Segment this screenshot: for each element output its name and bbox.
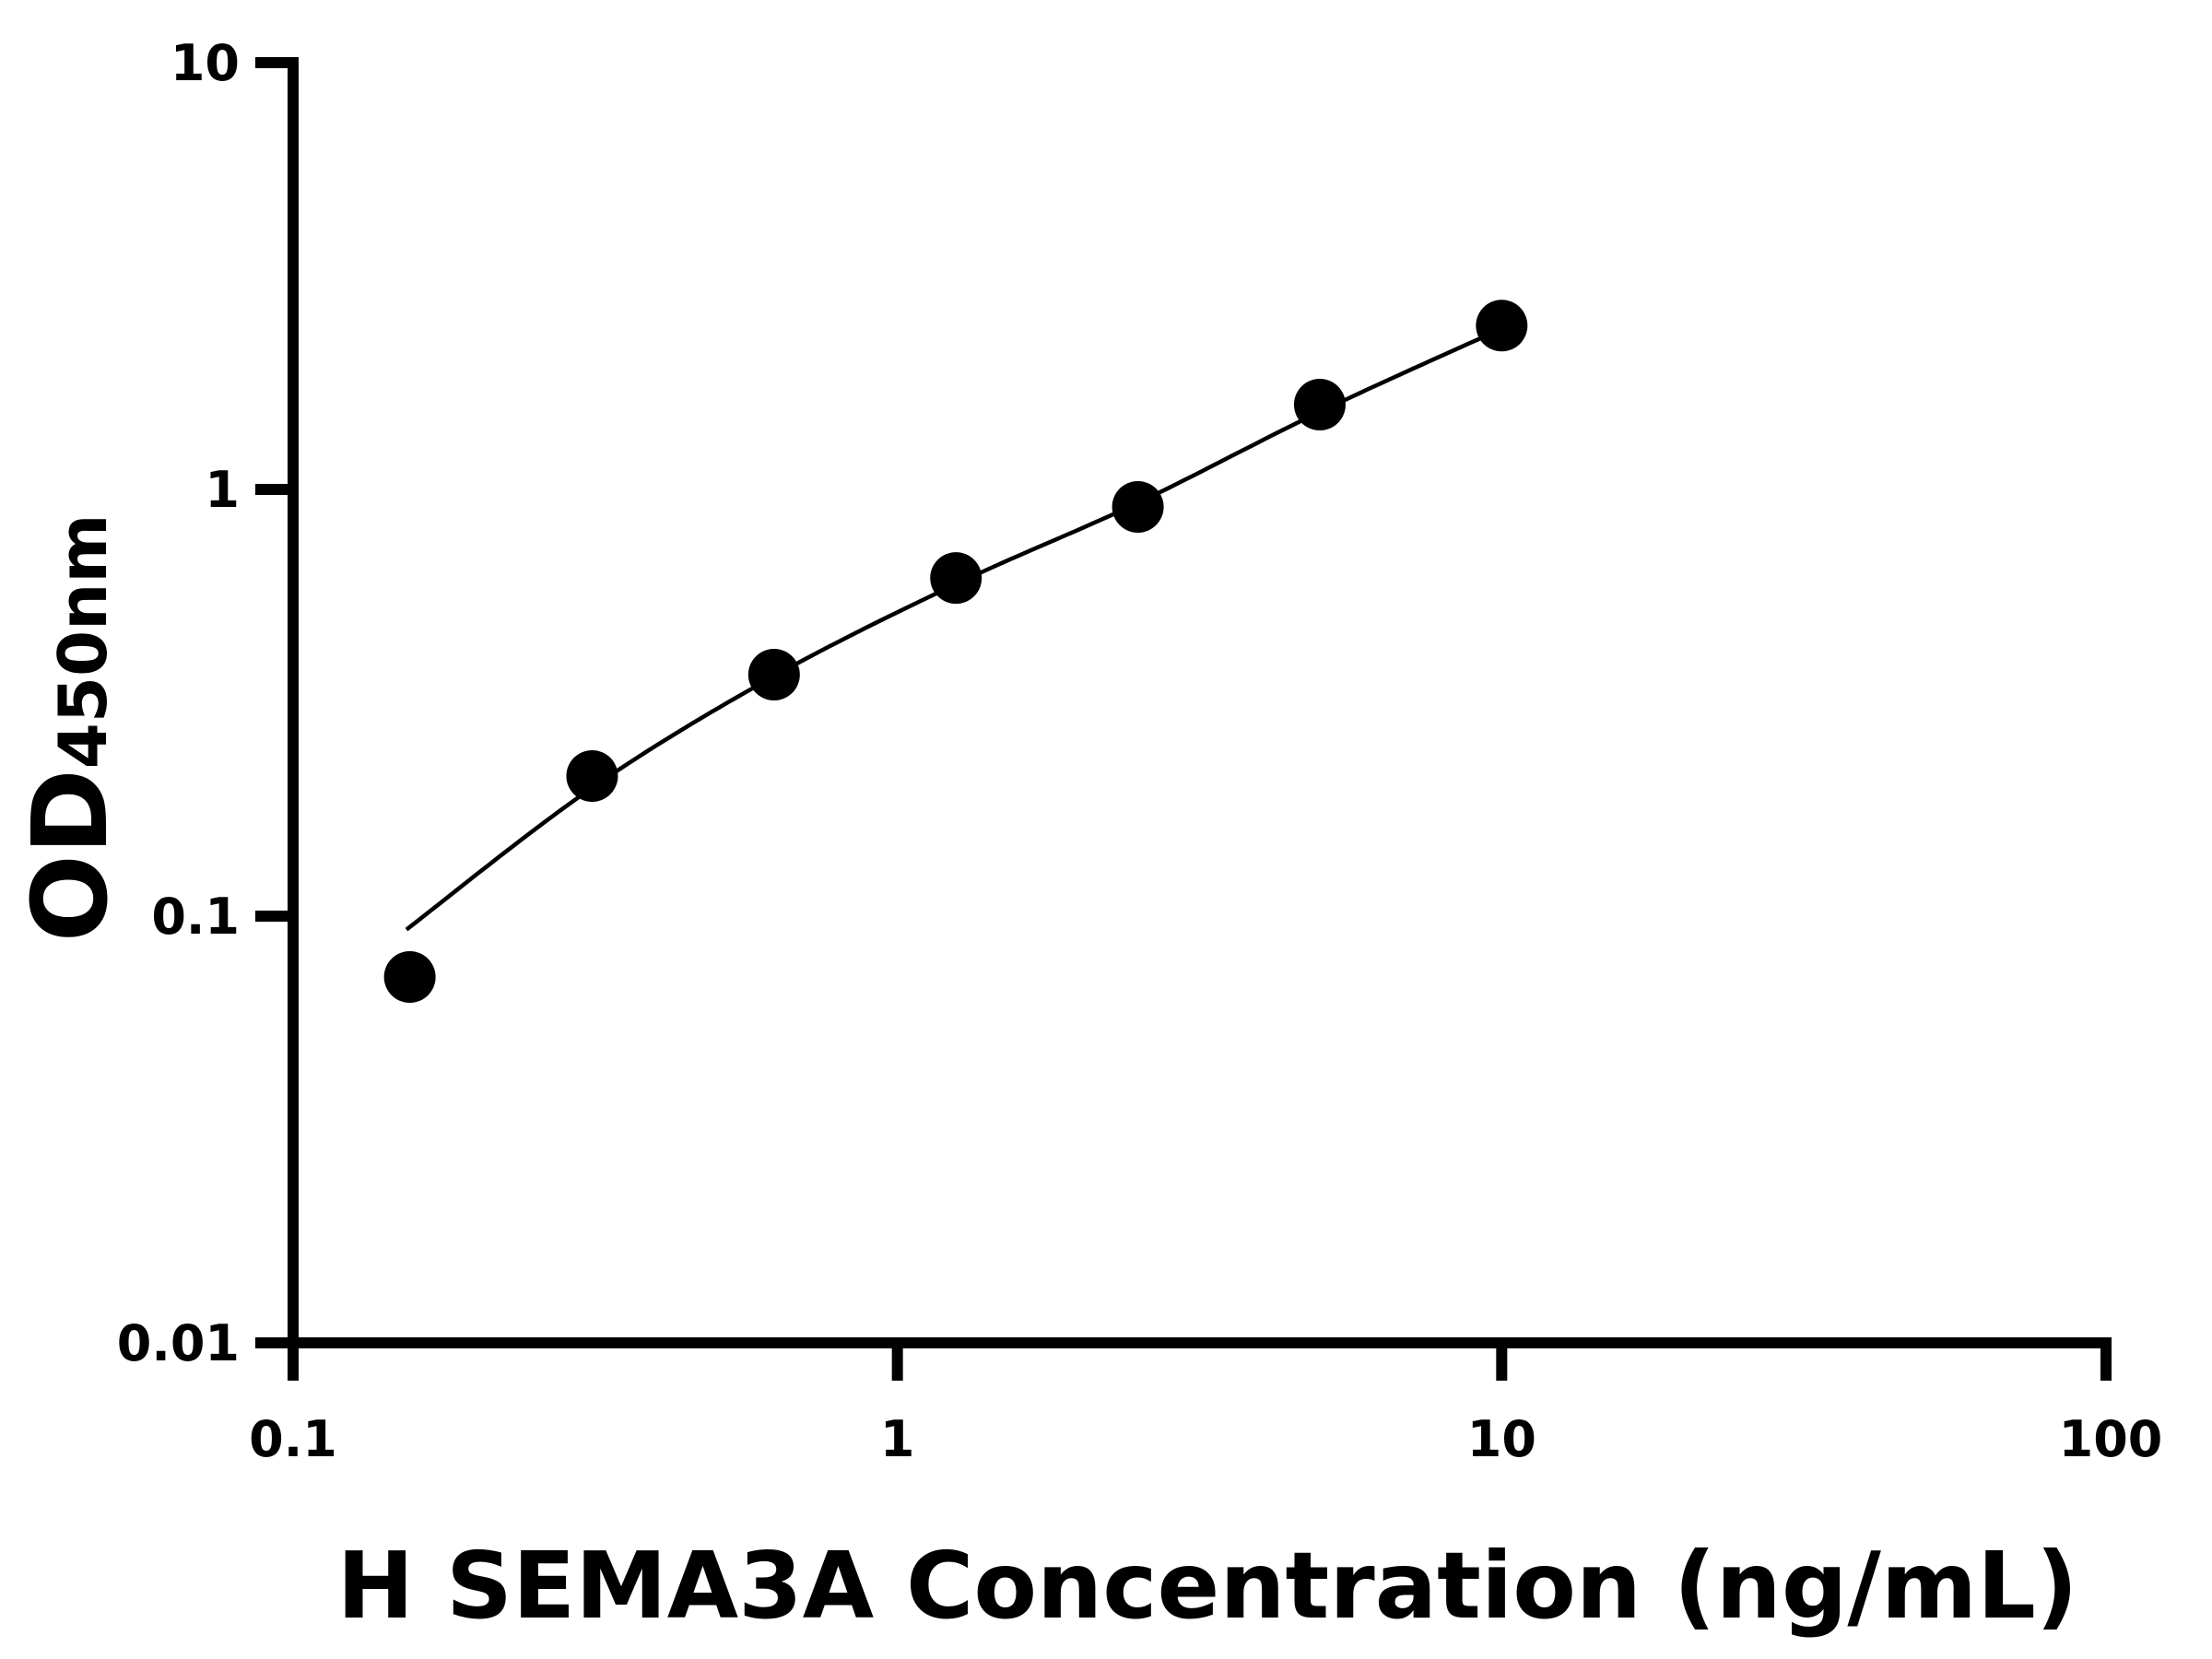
svg-text:OD450nm: OD450nm bbox=[11, 514, 131, 943]
data-point bbox=[566, 749, 618, 802]
y-tick-label: 1 bbox=[205, 461, 240, 519]
data-point bbox=[930, 552, 982, 605]
data-point bbox=[1476, 300, 1528, 352]
y-tick-label: 10 bbox=[171, 34, 240, 92]
y-axis-title-subscript: 450nm bbox=[44, 514, 122, 770]
x-tick-label: 10 bbox=[1467, 1410, 1536, 1468]
x-tick-label: 0.1 bbox=[249, 1410, 337, 1468]
y-axis-title-main: OD bbox=[11, 769, 131, 942]
x-tick-label: 100 bbox=[2059, 1410, 2163, 1468]
x-tick-label: 1 bbox=[880, 1410, 915, 1468]
data-points bbox=[383, 300, 1528, 1004]
y-axis-title: OD450nm bbox=[11, 514, 131, 943]
y-tick-label: 0.1 bbox=[151, 888, 240, 946]
x-axis-title: H SEMA3A Concentration (ng/mL) bbox=[336, 1532, 2077, 1640]
y-tick-label: 0.01 bbox=[117, 1314, 240, 1372]
data-point bbox=[383, 951, 436, 1004]
axes bbox=[288, 57, 2112, 1348]
data-point bbox=[1112, 480, 1164, 533]
data-point bbox=[747, 649, 800, 701]
data-point bbox=[1293, 379, 1346, 431]
